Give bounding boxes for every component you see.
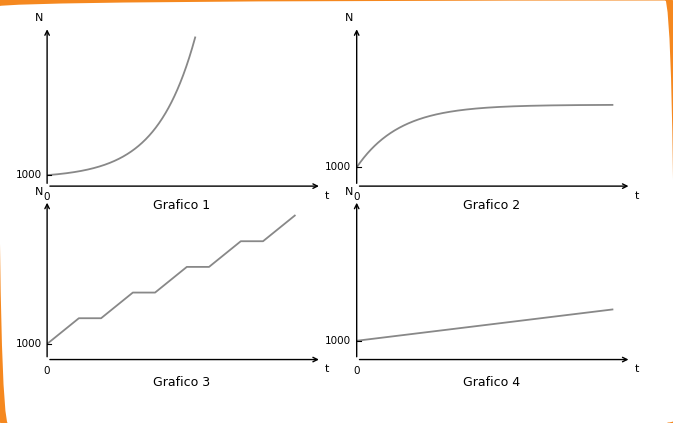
- Text: Grafico 2: Grafico 2: [463, 199, 520, 212]
- Text: 0: 0: [44, 192, 50, 202]
- Text: t: t: [325, 191, 329, 201]
- Text: N: N: [345, 187, 353, 197]
- Text: 0: 0: [353, 192, 360, 202]
- Text: Grafico 4: Grafico 4: [463, 376, 520, 389]
- Text: N: N: [35, 14, 43, 23]
- Text: t: t: [325, 364, 329, 374]
- Text: Grafico 3: Grafico 3: [153, 376, 210, 389]
- Text: N: N: [345, 14, 353, 23]
- Text: t: t: [635, 364, 639, 374]
- Text: 1000: 1000: [325, 336, 351, 346]
- Text: 1000: 1000: [325, 162, 351, 172]
- Text: Grafico 1: Grafico 1: [153, 199, 210, 212]
- Text: 0: 0: [353, 366, 360, 376]
- Text: N: N: [35, 187, 43, 197]
- Text: 1000: 1000: [15, 339, 42, 349]
- Text: t: t: [635, 191, 639, 201]
- Text: 1000: 1000: [15, 170, 42, 180]
- Text: 0: 0: [44, 366, 50, 376]
